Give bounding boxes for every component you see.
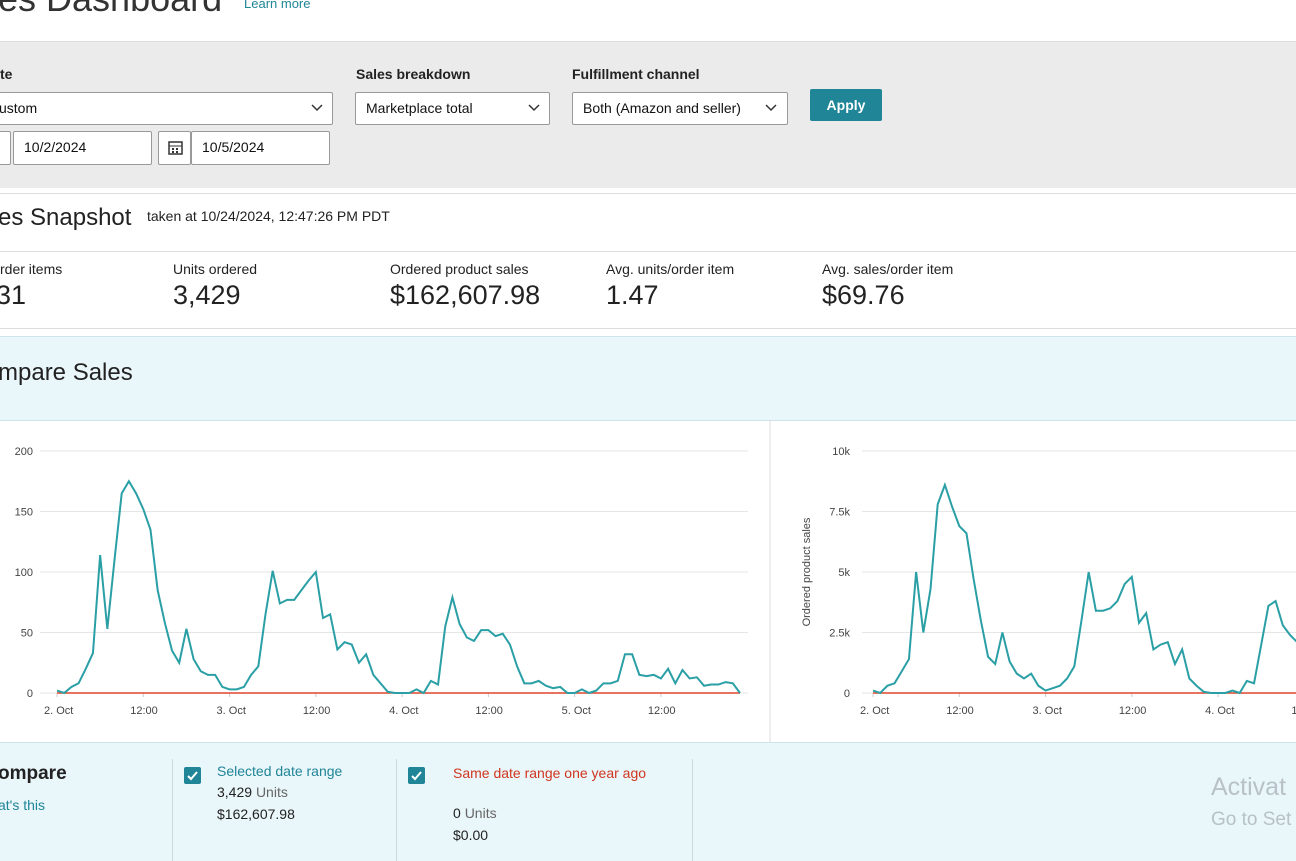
y-tick-label: 150	[15, 507, 33, 519]
y-tick-label: 100	[15, 567, 33, 579]
metric-label: Units ordered	[173, 261, 258, 277]
legend-label: Selected date range	[217, 763, 343, 779]
metric-value: $69.76	[822, 280, 905, 310]
legend-title: ompare	[0, 763, 67, 784]
breakdown-select[interactable]: Marketplace total	[355, 92, 550, 125]
x-tick-label: 5. Oct	[562, 705, 591, 717]
to-date-value: 10/5/2024	[202, 139, 265, 155]
filter-panel: te ustom 10/2/2024 10/5/2024 Sales break…	[0, 42, 1296, 188]
compare-title: mpare Sales	[0, 359, 133, 386]
separator	[692, 759, 693, 861]
y-tick-label: 10k	[832, 446, 850, 458]
x-tick-label: 3. Oct	[1033, 705, 1062, 717]
breakdown-value: Marketplace total	[366, 100, 473, 116]
chevron	[765, 104, 777, 112]
help-link[interactable]: at's this	[0, 797, 46, 813]
charts: 0 50 100 150 200 2. Oct 12:00 3. Oct 12:00 4. Oct…	[15, 420, 1296, 742]
channel-value: Both (Amazon and seller)	[583, 100, 741, 116]
x-tick-label: 1	[1291, 705, 1296, 717]
from-date-value: 10/2/2024	[24, 139, 87, 155]
metric-label: Avg. units/order item	[606, 261, 735, 277]
y-tick-label: 5k	[838, 567, 850, 579]
y-tick-label: 0	[27, 688, 33, 700]
learn-more[interactable]: Learn more	[244, 0, 311, 11]
top-bar: es Dashboard Learn more	[0, 0, 1296, 42]
chevron	[528, 104, 540, 112]
units-unit: Units	[464, 805, 497, 821]
metric-label: rder items	[0, 261, 63, 277]
separator	[396, 759, 397, 861]
x-tick-label: 3. Oct	[217, 705, 246, 717]
units-value: 3,429	[217, 784, 253, 800]
x-tick-label: 12:00	[648, 705, 676, 717]
x-tick-label: 4. Oct	[389, 705, 418, 717]
metric-label: Avg. sales/order item	[822, 261, 954, 277]
y-tick-label: 50	[21, 628, 33, 640]
apply-button[interactable]: Apply	[810, 89, 882, 121]
units-value: 0	[453, 805, 461, 821]
legend-sales: $162,607.98	[217, 806, 295, 822]
x-tick-label: 4. Oct	[1205, 705, 1234, 717]
x-tick-label: 12:00	[130, 705, 158, 717]
calendar-icon	[168, 141, 183, 155]
snapshot-header: es Snapshot taken at 10/24/2024, 12:47:2…	[0, 193, 1296, 252]
metric-label: Ordered product sales	[390, 261, 529, 277]
x-tick-label: 2. Oct	[44, 705, 73, 717]
channel-select[interactable]: Both (Amazon and seller)	[572, 92, 788, 125]
watermark: Activat	[1211, 773, 1287, 801]
check	[411, 771, 422, 781]
check	[187, 771, 198, 781]
metric-value: 3,429	[173, 280, 241, 310]
date-value: ustom	[0, 100, 38, 116]
legend-units: 0 Units	[453, 805, 497, 821]
series-line	[872, 481, 1296, 695]
legend-label: Same date range one year ago	[453, 765, 647, 781]
date-label: te	[0, 66, 13, 82]
calendar-button[interactable]	[158, 131, 191, 165]
x-tick-label: 12:00	[475, 705, 503, 717]
legend-panel: ompare at's this Selected date range 3,4…	[0, 742, 1296, 861]
x-tick-label: 12:00	[946, 705, 974, 717]
from-date[interactable]: 10/2/2024	[13, 131, 152, 165]
metrics-row: rder items 31 Units ordered 3,429 Ordered pr…	[0, 252, 1296, 329]
snapshot-title: es Snapshot	[0, 204, 132, 231]
checkbox[interactable]	[184, 767, 201, 784]
x-tick-label: 2. Oct	[860, 705, 889, 717]
snapshot-time: taken at 10/24/2024, 12:47:26 PM PDT	[147, 208, 390, 224]
y-tick-label: 2.5k	[829, 628, 850, 640]
legend-units: 3,429 Units	[217, 784, 288, 800]
metric-value: 31	[0, 280, 27, 310]
to-date[interactable]: 10/5/2024	[191, 131, 330, 165]
units-unit: Units	[255, 784, 288, 800]
y-axis-label: Ordered product sales	[801, 517, 813, 626]
series-line	[56, 479, 741, 695]
y-tick-label: 0	[844, 688, 850, 700]
chevron	[311, 104, 323, 112]
y-tick-label: 7.5k	[829, 507, 850, 519]
separator	[172, 759, 173, 861]
metric-value: $162,607.98	[390, 280, 541, 310]
legend-sales: $0.00	[453, 827, 489, 843]
y-tick-label: 200	[15, 446, 33, 458]
checkbox[interactable]	[408, 767, 425, 784]
page-title: es Dashboard	[0, 0, 222, 20]
date-select[interactable]: ustom	[0, 92, 333, 125]
x-tick-label: 12:00	[303, 705, 331, 717]
compare-header: mpare Sales	[0, 336, 1296, 421]
breakdown-label: Sales breakdown	[356, 66, 471, 82]
calendar-button[interactable]	[0, 131, 11, 165]
x-tick-label: 12:00	[1119, 705, 1147, 717]
channel-label: Fulfillment channel	[572, 66, 700, 82]
watermark: Go to Set	[1211, 809, 1292, 830]
metric-value: 1.47	[606, 280, 659, 310]
